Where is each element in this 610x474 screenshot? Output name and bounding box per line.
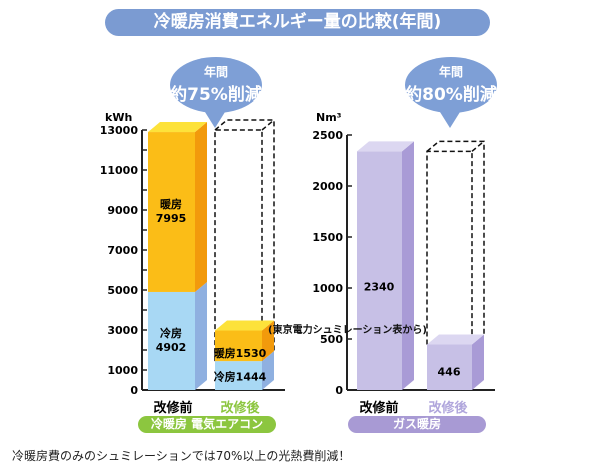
bar-gas (427, 344, 472, 390)
bar-label-heating-value: 7995 (156, 212, 187, 225)
y-tick-label: 1000 (312, 282, 343, 295)
reduction-bubble-gas: 年間 約80%削減 (405, 57, 497, 113)
bar-gas-side (472, 334, 484, 390)
bar-cooling (215, 361, 262, 390)
bar-heating-top (148, 122, 207, 133)
bar-cooling-side (262, 351, 274, 390)
bar-label-gas: 2340 (364, 281, 395, 294)
bar-heating-side (262, 320, 274, 362)
category-before-gas: 改修前 (359, 401, 399, 416)
y-unit-gas: Nm³ (316, 111, 342, 124)
bubble-line2: 約80%削減 (405, 85, 497, 105)
y-tick-label: 13000 (100, 124, 139, 137)
bar-label-gas: 446 (438, 365, 461, 378)
dashed-outline-before-level (426, 140, 485, 345)
bar-cooling (148, 291, 195, 390)
y-unit-electric: kWh (105, 111, 132, 124)
group-label-electric: 冷暖房 電気エアコン (138, 416, 276, 433)
y-tick-label: 1500 (312, 231, 343, 244)
bar-heating-top (215, 320, 274, 331)
y-tick-label: 9000 (107, 204, 138, 217)
bar-label-heating-name: 暖房 (160, 197, 182, 211)
bar-label-heating: 暖房1530 (214, 346, 267, 360)
y-tick-label: 3000 (107, 324, 138, 337)
chart-title: 冷暖房消費エネルギー量の比較(年間) (105, 9, 490, 36)
dashed-outline-before-level (214, 119, 275, 362)
bubble-line2: 約75%削減 (170, 85, 262, 105)
bar-gas-side (402, 141, 414, 390)
y-tick-label: 2000 (312, 180, 343, 193)
bar-label-cooling-name: 冷房 (160, 326, 182, 340)
bubble-line1: 年間 (438, 65, 463, 79)
y-tick-label: 5000 (107, 284, 138, 297)
bar-label-cooling: 冷房1444 (214, 370, 267, 384)
source-note: (東京電力シュミレーション表から) (268, 323, 427, 336)
caption: 冷暖房費のみのシュミレーションでは70%以上の光熱費削減！ (12, 449, 351, 463)
y-tick-label: 7000 (107, 244, 138, 257)
bar-gas-top (357, 141, 414, 152)
reduction-bubble-electric: 年間 約75%削減 (170, 57, 262, 113)
bar-heating (215, 330, 262, 362)
group-label-gas: ガス暖房 (348, 416, 486, 433)
category-after-gas: 改修後 (428, 401, 468, 416)
bar-heating-side (195, 122, 207, 292)
y-tick-label: 1000 (107, 364, 138, 377)
category-after-electric: 改修後 (220, 401, 260, 416)
bubble-line1: 年間 (203, 65, 228, 79)
y-tick-label: 2500 (312, 129, 343, 142)
category-before-electric: 改修前 (153, 401, 193, 416)
bar-gas-top (427, 334, 484, 345)
y-tick-label: 500 (320, 333, 343, 346)
y-tick-label: 0 (130, 384, 138, 397)
bar-gas (357, 151, 402, 390)
bar-cooling-side (195, 281, 207, 390)
y-tick-label: 0 (335, 384, 343, 397)
bar-label-cooling-value: 4902 (156, 341, 187, 354)
y-tick-label: 11000 (100, 164, 139, 177)
bar-heating (148, 132, 195, 292)
